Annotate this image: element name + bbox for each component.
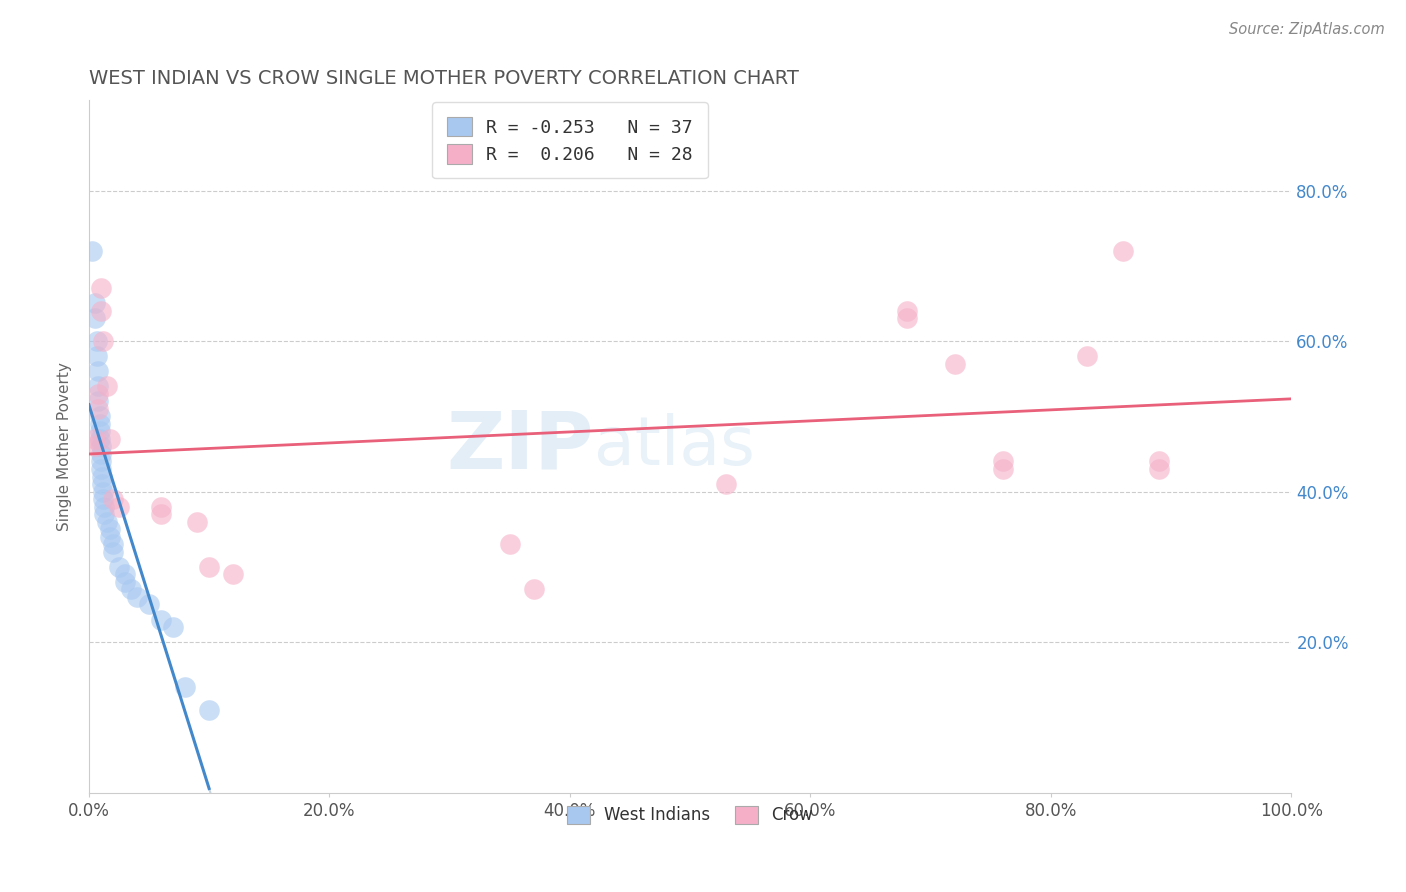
Point bbox=[150, 500, 173, 514]
Point bbox=[86, 349, 108, 363]
Point bbox=[896, 311, 918, 326]
Point bbox=[150, 613, 173, 627]
Point bbox=[91, 484, 114, 499]
Point bbox=[91, 477, 114, 491]
Point bbox=[89, 417, 111, 431]
Point bbox=[101, 545, 124, 559]
Point bbox=[90, 447, 112, 461]
Point bbox=[87, 364, 110, 378]
Point bbox=[91, 492, 114, 507]
Text: WEST INDIAN VS CROW SINGLE MOTHER POVERTY CORRELATION CHART: WEST INDIAN VS CROW SINGLE MOTHER POVERT… bbox=[89, 69, 799, 87]
Point bbox=[91, 469, 114, 483]
Point bbox=[716, 477, 738, 491]
Point bbox=[90, 439, 112, 453]
Point bbox=[162, 620, 184, 634]
Point bbox=[108, 559, 131, 574]
Point bbox=[83, 311, 105, 326]
Point bbox=[90, 462, 112, 476]
Point bbox=[198, 703, 221, 717]
Point bbox=[1076, 349, 1098, 363]
Point bbox=[100, 522, 122, 536]
Point bbox=[101, 492, 124, 507]
Point bbox=[186, 515, 208, 529]
Point bbox=[87, 394, 110, 409]
Point bbox=[222, 567, 245, 582]
Point bbox=[90, 281, 112, 295]
Point bbox=[93, 500, 115, 514]
Point bbox=[896, 304, 918, 318]
Point bbox=[91, 334, 114, 348]
Point bbox=[86, 334, 108, 348]
Point bbox=[87, 379, 110, 393]
Y-axis label: Single Mother Poverty: Single Mother Poverty bbox=[58, 362, 72, 531]
Point bbox=[83, 296, 105, 310]
Point bbox=[1112, 244, 1135, 258]
Point bbox=[138, 598, 160, 612]
Point bbox=[991, 454, 1014, 468]
Point bbox=[89, 425, 111, 439]
Text: Source: ZipAtlas.com: Source: ZipAtlas.com bbox=[1229, 22, 1385, 37]
Point bbox=[100, 432, 122, 446]
Point bbox=[83, 439, 105, 453]
Point bbox=[114, 574, 136, 589]
Point bbox=[90, 454, 112, 468]
Point bbox=[89, 432, 111, 446]
Point bbox=[174, 680, 197, 694]
Point bbox=[87, 401, 110, 416]
Point bbox=[120, 582, 142, 597]
Text: ZIP: ZIP bbox=[447, 408, 593, 485]
Point bbox=[991, 462, 1014, 476]
Point bbox=[1147, 454, 1170, 468]
Point bbox=[114, 567, 136, 582]
Point bbox=[82, 244, 104, 258]
Legend: West Indians, Crow: West Indians, Crow bbox=[558, 797, 821, 833]
Point bbox=[943, 357, 966, 371]
Point bbox=[101, 537, 124, 551]
Point bbox=[523, 582, 546, 597]
Point bbox=[90, 304, 112, 318]
Point bbox=[89, 409, 111, 424]
Point bbox=[499, 537, 522, 551]
Point bbox=[96, 515, 118, 529]
Point bbox=[125, 590, 148, 604]
Point bbox=[198, 559, 221, 574]
Point bbox=[100, 530, 122, 544]
Point bbox=[1147, 462, 1170, 476]
Text: atlas: atlas bbox=[593, 413, 755, 479]
Point bbox=[150, 507, 173, 521]
Point bbox=[96, 379, 118, 393]
Point bbox=[108, 500, 131, 514]
Point bbox=[87, 386, 110, 401]
Point bbox=[93, 507, 115, 521]
Point bbox=[83, 432, 105, 446]
